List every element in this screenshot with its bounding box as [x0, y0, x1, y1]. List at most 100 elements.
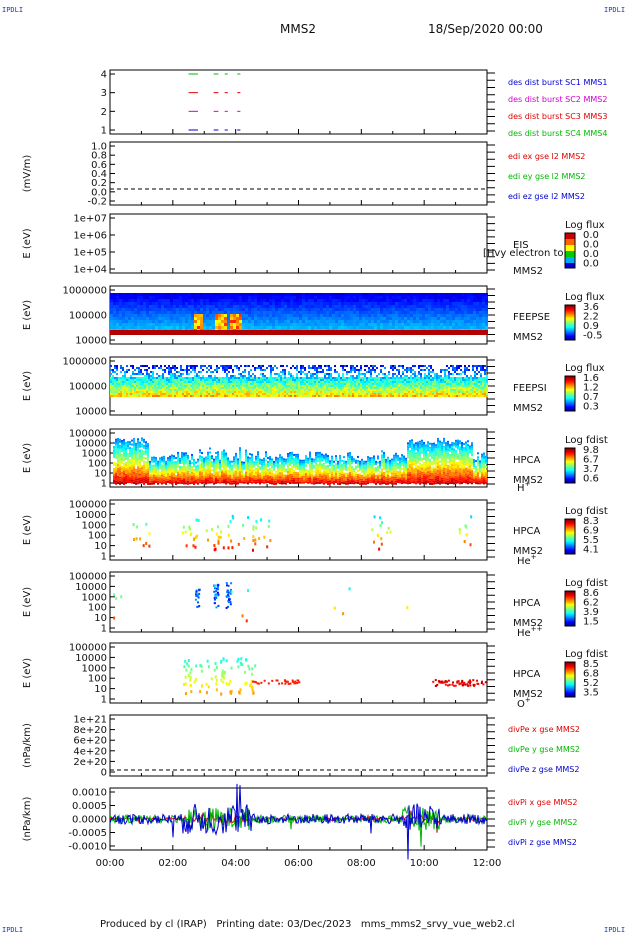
- spectrogram-cell: [148, 389, 150, 391]
- spectrogram-cell: [432, 395, 434, 397]
- spectrogram-cell: [146, 317, 149, 320]
- spectrogram-cell: [158, 389, 160, 391]
- spectrogram-cell: [458, 320, 461, 323]
- spectrogram-cell: [112, 369, 114, 371]
- spectrogram-cell: [122, 296, 125, 299]
- spectrogram-cell: [286, 391, 288, 393]
- spectrogram-cell: [188, 373, 190, 375]
- spectrogram-cell: [419, 305, 422, 308]
- spectrogram-cell: [402, 387, 404, 389]
- spectrogram-cell: [346, 389, 348, 391]
- spectrogram-cell: [209, 320, 212, 323]
- spectrogram-cell: [446, 377, 448, 379]
- spectrogram-cell: [245, 314, 248, 317]
- spectrogram-cell: [425, 317, 428, 320]
- spectrogram-cell: [458, 381, 460, 383]
- spectrogram-cell: [284, 389, 286, 391]
- spectrogram-cell: [402, 383, 404, 385]
- spectrogram-cell: [404, 296, 407, 299]
- colorbar-cell: [565, 386, 575, 388]
- spectrogram-cell: [479, 296, 482, 299]
- spectrogram-cell: [458, 387, 460, 389]
- spectrogram-cell: [386, 377, 388, 379]
- spectrogram-cell: [422, 383, 424, 385]
- spectrogram-cell: [474, 377, 476, 379]
- spectrogram-cell: [270, 385, 272, 387]
- spectrogram-cell: [310, 367, 312, 369]
- spectrogram-cell: [437, 311, 440, 314]
- spectrogram-cell: [482, 395, 484, 397]
- spectrogram-cell: [137, 330, 140, 335]
- spectrogram-cell: [143, 462, 145, 465]
- spectrogram-cell: [173, 308, 176, 311]
- spectrogram-cell: [410, 381, 412, 383]
- spectrogram-cell: [148, 377, 150, 379]
- spectrogram-cell: [144, 383, 146, 385]
- spectrogram-cell: [365, 326, 368, 329]
- spectrogram-cell: [360, 393, 362, 395]
- spectrogram-cell: [300, 367, 302, 369]
- spectrogram-cell: [244, 371, 246, 373]
- spectrogram-cell: [210, 391, 212, 393]
- spectrogram-cell: [420, 379, 422, 381]
- spectrogram-cell: [323, 330, 326, 335]
- spectrogram-cell: [149, 464, 151, 467]
- spectrogram-cell: [358, 369, 360, 371]
- spectrogram-cell: [318, 387, 320, 389]
- spectrogram-cell: [129, 449, 131, 452]
- spectrogram-cell: [194, 375, 196, 377]
- spectrogram-cell: [170, 385, 172, 387]
- spectrogram-cell: [258, 381, 260, 383]
- spectrogram-cell: [113, 299, 116, 302]
- spectrogram-cell: [161, 320, 164, 323]
- spectrogram-cell: [194, 365, 196, 367]
- spectrogram-cell: [302, 302, 305, 305]
- spectrogram-cell: [382, 385, 384, 387]
- spectrogram-cell: [410, 326, 413, 329]
- spectrogram-cell: [320, 367, 322, 369]
- spectrogram-cell: [186, 391, 188, 393]
- spectrogram-cell: [188, 383, 190, 385]
- spectrogram-cell: [158, 293, 161, 296]
- spectrogram-cell: [358, 377, 360, 379]
- spectrogram-cell: [149, 296, 152, 299]
- spectrogram-cell: [362, 383, 364, 385]
- spectrogram-cell: [150, 375, 152, 377]
- spectrogram-cell: [314, 365, 316, 367]
- colorbar-tick-label: 6.7: [583, 455, 599, 466]
- spectrogram-cell: [302, 323, 305, 326]
- spectrogram-cell: [230, 387, 232, 389]
- spectrogram-cell: [408, 369, 410, 371]
- spectrogram-cell: [178, 387, 180, 389]
- spectrogram-cell: [158, 391, 160, 393]
- spectrogram-cell: [294, 367, 296, 369]
- spectrogram-cell: [264, 381, 266, 383]
- spectrogram-cell: [158, 311, 161, 314]
- spectrogram-cell: [443, 323, 446, 326]
- spectrogram-cell: [485, 311, 488, 314]
- spectrogram-cell: [304, 389, 306, 391]
- spectrogram-cell: [452, 299, 455, 302]
- spectrogram-cell: [422, 293, 425, 296]
- spectrogram-cell: [166, 387, 168, 389]
- spectrogram-cell: [360, 377, 362, 379]
- spectrogram-cell: [440, 296, 443, 299]
- spectrogram-cell: [413, 330, 416, 335]
- spectrogram-cell: [440, 369, 442, 371]
- spectrogram-cell: [332, 330, 335, 335]
- spectrogram-cell: [311, 314, 314, 317]
- spectrogram-cell: [141, 439, 143, 442]
- spectrogram-cell: [215, 308, 218, 311]
- spectrogram-cell: [372, 367, 374, 369]
- spectrogram-cell: [188, 330, 191, 335]
- spectrogram-cell: [168, 371, 170, 373]
- spectrogram-cell: [482, 369, 484, 371]
- spectrogram-cell: [305, 320, 308, 323]
- spectrogram-cell: [167, 308, 170, 311]
- spectrogram-cell: [176, 311, 179, 314]
- spectrogram-cell: [276, 393, 278, 395]
- spectrogram-cell: [402, 367, 404, 369]
- spectrogram-cell: [274, 379, 276, 381]
- spectrogram-cell: [174, 377, 176, 379]
- spectrogram-cell: [141, 437, 143, 440]
